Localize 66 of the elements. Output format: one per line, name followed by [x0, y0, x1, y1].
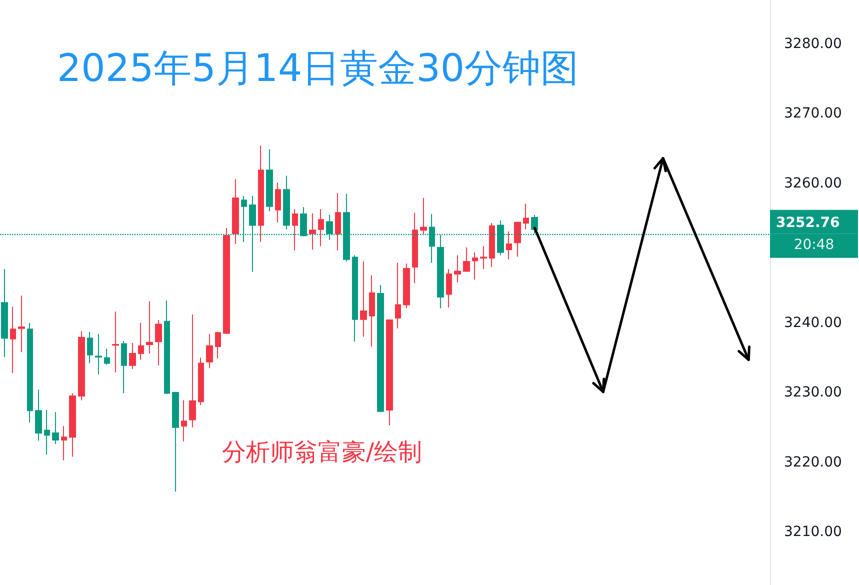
- candlestick: [69, 392, 76, 458]
- candlestick: [454, 254, 461, 283]
- candlestick: [87, 331, 93, 364]
- candlestick: [198, 357, 204, 406]
- candlestick: [480, 246, 487, 270]
- candlestick: [146, 300, 153, 354]
- y-tick-label: 3220.00: [784, 454, 842, 470]
- candlestick: [318, 208, 324, 247]
- y-tick-label: 3280.00: [784, 36, 842, 52]
- candlestick: [292, 208, 298, 251]
- candlestick: [27, 322, 33, 424]
- y-tick-label: 3230.00: [784, 384, 842, 401]
- candlestick: [223, 228, 230, 334]
- candlestick: [129, 342, 136, 370]
- candlestick: [189, 314, 196, 428]
- candlestick: [446, 268, 452, 308]
- candlestick: [10, 306, 16, 374]
- candlestick: [360, 260, 367, 338]
- candlestick: [266, 148, 273, 212]
- candlestick: [138, 322, 144, 360]
- candlestick: [420, 198, 427, 235]
- candlestick: [403, 263, 410, 309]
- candlestick: [531, 214, 538, 234]
- candlestick: [164, 300, 170, 394]
- annotation: 分析师翁富豪/绘制: [222, 438, 422, 466]
- candlestick: [44, 409, 50, 456]
- candlestick: [95, 333, 102, 375]
- candlestick: [104, 348, 110, 366]
- candlestick: [258, 145, 264, 242]
- candlestick: [172, 391, 179, 492]
- candlestick: [52, 412, 59, 445]
- candlestick: [506, 230, 512, 260]
- ref-line-label: 3252.76: [776, 214, 840, 231]
- candlestick: [463, 247, 470, 272]
- candlestick: [309, 212, 316, 250]
- text: 20:48: [794, 236, 834, 253]
- candlestick: [181, 400, 187, 442]
- y-tick-label: 3260.00: [784, 175, 842, 192]
- candlestick: [472, 252, 478, 280]
- candlestick: [112, 311, 119, 373]
- candlestick: [1, 268, 8, 358]
- candlestick: [523, 203, 529, 230]
- candlestick: [489, 222, 495, 268]
- candlestick: [352, 254, 358, 342]
- text: 2025年5月14日黄金30分钟图: [57, 46, 579, 90]
- candlestick: [18, 295, 25, 353]
- candlestick: [377, 284, 384, 413]
- candlestick: [78, 330, 85, 401]
- candlestick: [335, 192, 341, 251]
- candlestick: [369, 274, 375, 348]
- candlestick: [395, 262, 401, 329]
- candlestick: [412, 212, 418, 284]
- candlestick: [121, 340, 127, 394]
- candlestick: [155, 320, 162, 366]
- y-tick-label: 3240.00: [784, 314, 842, 331]
- candlestick: [215, 331, 221, 359]
- y-tick-label: 3270.00: [784, 106, 842, 122]
- candlestick: [514, 222, 521, 258]
- candlestick: [386, 318, 393, 426]
- candlestick: [232, 178, 239, 245]
- candlestick: [275, 182, 281, 223]
- candlestick: [35, 389, 42, 442]
- candlestick: [206, 333, 213, 369]
- candlestick: [61, 426, 67, 461]
- candlestick: [283, 175, 290, 230]
- y-tick-label: 3210.00: [784, 524, 842, 540]
